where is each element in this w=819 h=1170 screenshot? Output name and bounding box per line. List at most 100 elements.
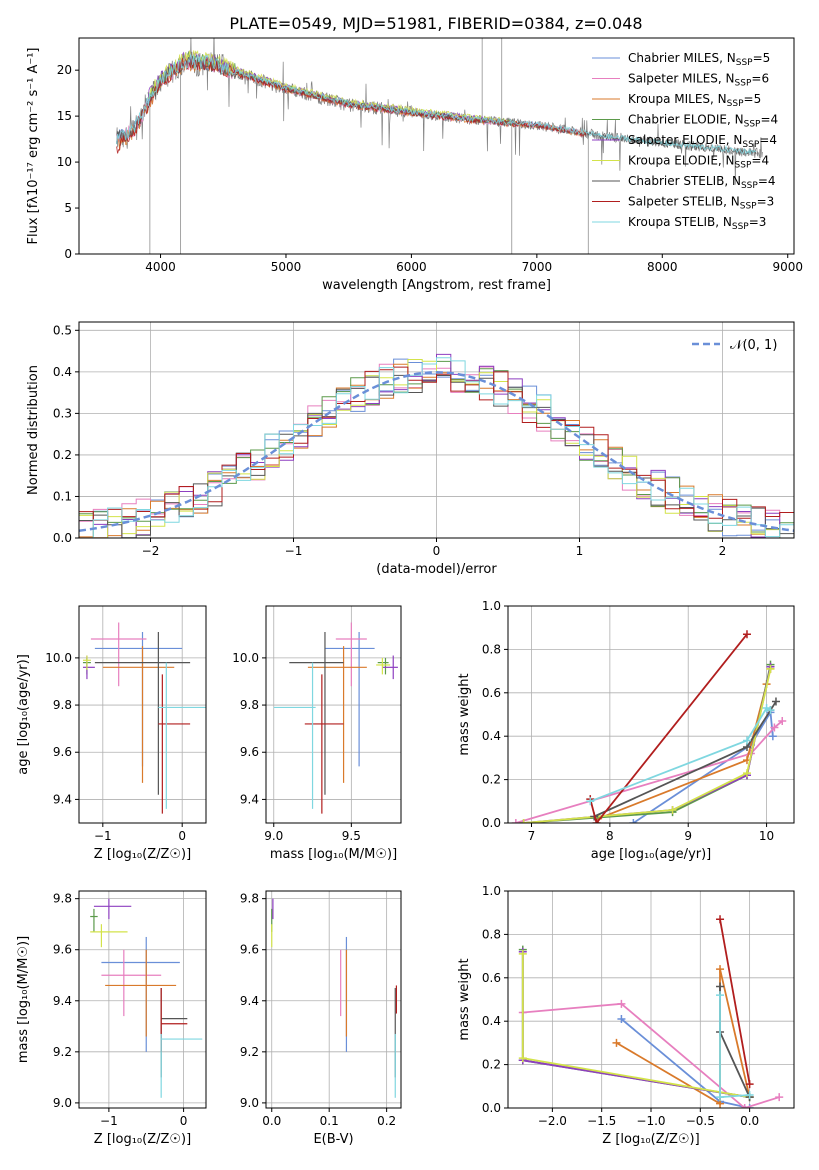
x-axis-label: Z [log₁₀(Z/Z☉)] [602,1132,699,1147]
weight-marker [716,915,725,924]
legend-suffix: =5 [744,92,762,106]
y-tick-label: 0.1 [53,489,72,503]
histogram-series [79,366,794,521]
y-tick-label: 9.2 [240,1045,259,1059]
weight-marker [745,1080,754,1089]
legend-name: Chabrier MILES, N [628,51,736,65]
y-tick-label: 0.4 [53,365,72,379]
y-tick-label: 0.4 [482,1014,501,1028]
x-tick-label: 9000 [772,260,803,274]
legend-entry: Chabrier STELIB, NSSP=4 [628,174,776,191]
weight-marker [745,1090,754,1099]
legend-entry: Kroupa ELODIE, NSSP=4 [628,154,769,171]
y-tick-label: 0.4 [482,729,501,743]
x-tick-label: 6000 [396,260,427,274]
y-tick-label: 9.8 [53,698,72,712]
weight-marker [742,736,751,745]
panel-age_vs_Z: −1 0 9.4 9.6 9.8 10.0 Z [log₁₀(Z/Z☉)] age [log₁… [16,605,207,862]
y-axis-label: Normed distribution [26,365,41,495]
weight-line [616,968,751,1106]
y-tick-label: 0.6 [482,971,501,985]
x-tick-label: −2 [142,544,160,558]
weight-marker [766,706,775,715]
x-axis-label: age [log₁₀(age/yr)] [591,847,712,862]
x-axis-label: Z [log₁₀(Z/Z☉)] [94,847,191,862]
legend-sub: SSP [741,181,758,191]
x-axis-label: wavelength [Angstrom, rest frame] [322,278,551,293]
x-tick-label: 1 [576,544,584,558]
plot-area [90,898,203,1098]
weight-line [632,709,774,823]
x-axis-label: mass [log₁₀(M/M☉)] [270,847,397,862]
legend-name: Kroupa MILES, N [628,92,727,106]
y-tick-label: 9.4 [240,994,259,1008]
y-tick-label: 0.0 [482,1101,501,1115]
plot-area [273,622,398,814]
x-tick-label: 8 [606,829,614,843]
legend-sub: SSP [742,140,759,150]
y-tick-label: 0.0 [53,531,72,545]
legend-entry: Chabrier MILES, NSSP=5 [628,51,770,68]
axes-frame [507,605,795,824]
legend-entry: Salpeter MILES, NSSP=6 [628,72,769,89]
x-axis-label: Z [log₁₀(Z/Z☉)] [94,1132,191,1147]
model-spectrum [116,53,757,156]
legend-entry: Salpeter STELIB, NSSP=3 [628,195,774,212]
y-tick-label: 0.6 [482,686,501,700]
weight-marker [629,819,638,823]
legend-suffix: =3 [757,195,775,209]
plot-area [116,38,763,254]
y-tick-label: 10.0 [45,651,72,665]
x-tick-label: 7 [528,829,536,843]
y-tick-label: 9.2 [53,1045,72,1059]
model-spectrum [116,56,587,142]
y-tick-label: 9.8 [53,892,72,906]
y-tick-label: 1.0 [482,884,501,898]
histogram-series [79,357,794,538]
x-tick-label: −1.5 [587,1114,616,1128]
axes-frame [265,605,402,824]
weight-marker [716,991,725,1000]
plot-area [511,630,787,823]
y-axis-label: Flux [fλ10⁻¹⁷ erg cm⁻² s⁻¹ A⁻¹] [26,48,41,245]
weight-marker [511,819,520,823]
x-tick-label: 2 [719,544,727,558]
y-axis-label: mass [log₁₀(M/M☉)] [16,936,31,1063]
weight-line [515,720,783,823]
panel-residuals: 𝒩(0, 1) −2 −1 0 1 2 0.0 0.1 0.2 0.3 0.4 0.5 (data-mo… [26,321,795,577]
plot-area [271,898,398,1098]
legend-suffix: =4 [760,113,778,127]
y-tick-label: 9.6 [53,745,72,759]
axes-frame [78,890,207,1109]
x-axis-label: (data-model)/error [376,562,497,577]
x-tick-label: 10 [759,829,774,843]
y-tick-label: 5 [64,201,72,215]
weight-line [593,701,777,818]
y-tick-label: 0.2 [53,448,72,462]
y-tick-label: 20 [57,63,72,77]
weight-marker [771,697,780,706]
x-tick-label: 4000 [145,260,176,274]
x-tick-label: 0.0 [740,1114,759,1128]
weight-marker [716,1093,725,1102]
weight-marker [742,630,751,639]
legend-sub: SSP [735,79,752,89]
weight-line [521,949,750,1099]
x-tick-label: −0.5 [686,1114,715,1128]
weight-marker [775,1093,784,1102]
legend-suffix: =4 [751,154,769,168]
weight-marker [586,797,595,806]
weight-marker [766,664,775,673]
figure-title: PLATE=0549, MJD=51981, FIBERID=0384, z=0… [229,14,642,33]
weight-marker [617,999,626,1008]
x-tick-label: 0.2 [377,1114,396,1128]
weight-line [521,951,750,1099]
legend-entry: Kroupa MILES, NSSP=5 [628,92,761,109]
y-tick-label: 0.3 [53,406,72,420]
y-tick-label: 9.4 [53,994,72,1008]
legend-name: Salpeter MILES, N [628,72,735,86]
y-tick-label: 10.0 [232,651,259,665]
y-tick-label: 0.8 [482,642,501,656]
x-tick-label: 0.1 [320,1114,339,1128]
